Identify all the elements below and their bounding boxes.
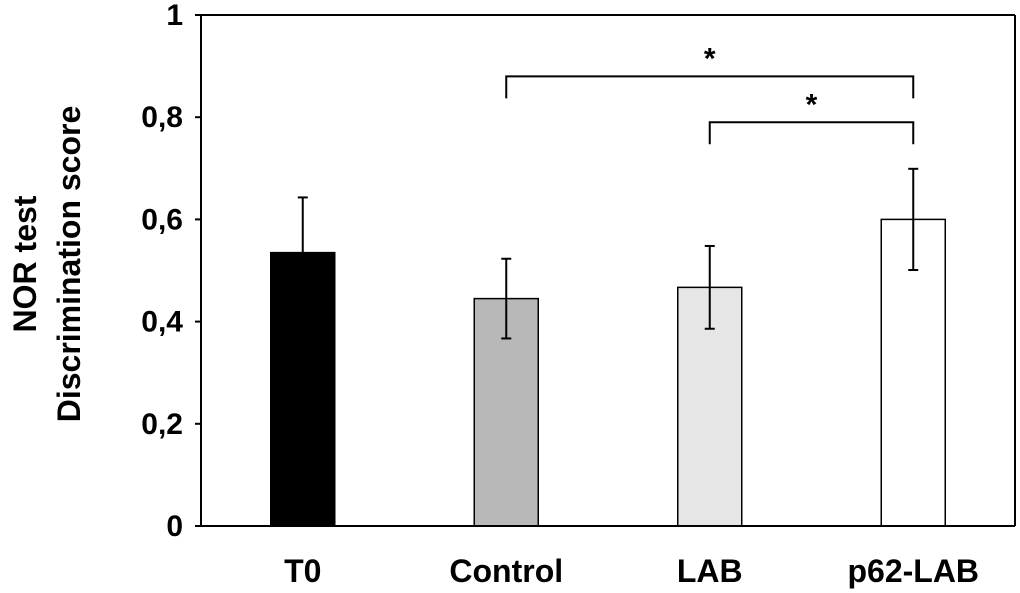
- y-axis-title-line-2: Discrimination score: [51, 106, 87, 423]
- significance-layer: **: [505, 42, 915, 145]
- significance-bracket-1: [505, 75, 915, 99]
- y-tick-label-3: 0,6: [141, 203, 183, 236]
- x-tick-label-t0: T0: [284, 553, 321, 589]
- x-tick-label-p62-lab: p62-LAB: [847, 553, 979, 589]
- x-tick-label-lab: LAB: [677, 553, 743, 589]
- y-axis-title-line-1: NOR test: [7, 195, 43, 332]
- significance-label-1: *: [704, 42, 716, 75]
- y-tick-label-5: 1: [166, 0, 183, 32]
- axes-layer: 0 0,2 0,4 0,6 0,8 1 T0 Control LAB p62-LAB: [141, 0, 1016, 589]
- y-axis-title-group: NOR test Discrimination score: [7, 106, 87, 423]
- x-tick-label-control: Control: [449, 553, 563, 589]
- significance-label-2: *: [806, 88, 818, 121]
- y-tick-label-2: 0,4: [141, 306, 183, 339]
- y-tick-label-0: 0: [166, 510, 183, 543]
- bars-layer: [270, 218, 946, 527]
- y-tick-label-4: 0,8: [141, 101, 183, 134]
- significance-bracket-2: [708, 121, 915, 145]
- error-bars-layer: [297, 167, 919, 340]
- y-tick-label-1: 0,2: [141, 408, 183, 441]
